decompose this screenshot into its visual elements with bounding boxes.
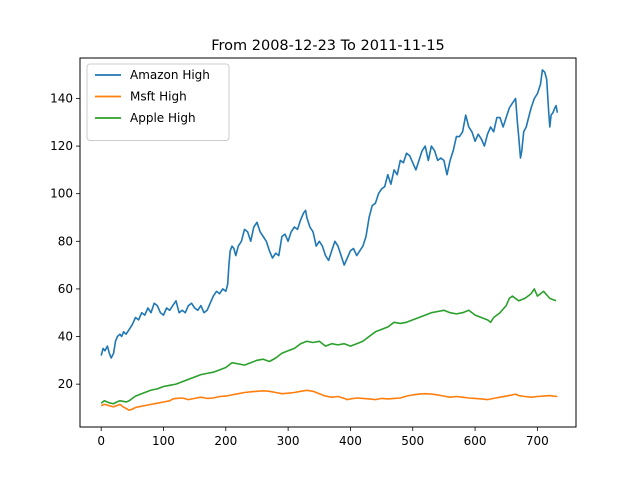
- x-tick-label: 200: [214, 434, 237, 448]
- y-tick-label: 120: [50, 139, 73, 153]
- y-tick-label: 40: [58, 330, 73, 344]
- chart-title: From 2008-12-23 To 2011-11-15: [211, 38, 445, 54]
- y-tick-label: 20: [58, 377, 73, 391]
- legend-label-apple-high: Apple High: [130, 111, 196, 125]
- x-tick-label: 0: [97, 434, 105, 448]
- x-tick-label: 300: [277, 434, 300, 448]
- plot-frame: [79, 57, 577, 428]
- legend-box: [86, 63, 230, 141]
- series-line-amazon-high: [100, 69, 559, 359]
- x-tick-label: 600: [464, 434, 487, 448]
- y-tick-label: 100: [50, 187, 73, 201]
- x-axis: 0 100 200 300 400 500 600 700: [97, 427, 549, 448]
- y-tick-label: 80: [58, 234, 73, 248]
- legend: Amazon High Msft High Apple High: [86, 63, 230, 141]
- series-line-msft-high: [100, 389, 558, 412]
- y-tick-label: 60: [58, 282, 73, 296]
- x-tick-label: 100: [152, 434, 175, 448]
- x-tick-label: 700: [526, 434, 549, 448]
- legend-label-msft-high: Msft High: [130, 90, 187, 104]
- plot-lines: [100, 69, 559, 412]
- series-line-apple-high: [100, 288, 557, 405]
- x-tick-label: 400: [339, 434, 362, 448]
- y-tick-label: 140: [50, 91, 73, 105]
- legend-label-amazon-high: Amazon High: [130, 68, 210, 82]
- y-axis: 20 40 60 80 100 120 140: [50, 91, 80, 391]
- x-tick-label: 500: [401, 434, 424, 448]
